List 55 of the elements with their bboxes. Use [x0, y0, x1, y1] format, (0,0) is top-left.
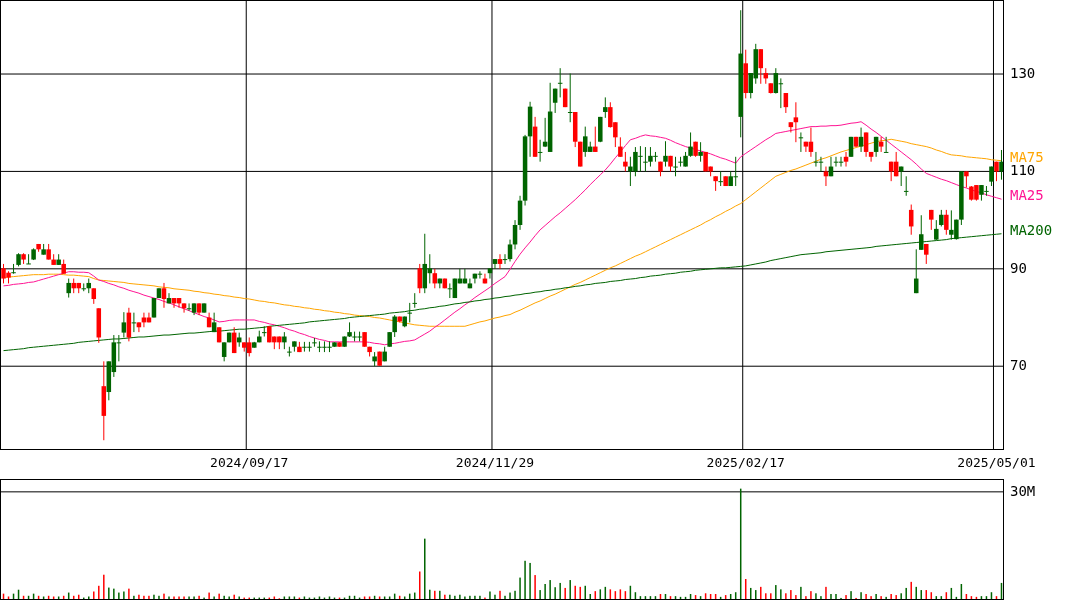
series-label: MA25: [1010, 187, 1044, 204]
line-series: [3, 121, 1002, 346]
x-tick-label: 2024/11/29: [455, 455, 535, 470]
candlestick: [944, 209, 949, 236]
candlestick: [136, 321, 142, 333]
candlestick: [427, 253, 433, 284]
candlestick: [718, 170, 723, 187]
candlestick: [688, 131, 693, 158]
candlestick: [121, 311, 127, 338]
candlestick: [221, 341, 227, 362]
candlestick: [262, 325, 267, 338]
candlestick: [161, 282, 167, 309]
candlestick: [999, 149, 1003, 181]
candlestick: [868, 151, 874, 163]
candlestick: [618, 136, 623, 158]
candlestick: [788, 121, 794, 133]
candlestick: [643, 146, 648, 172]
candlestick: [793, 101, 799, 143]
candlestick: [11, 263, 16, 275]
candlestick: [878, 136, 884, 153]
candlestick: [858, 127, 864, 153]
y-tick-label: 110: [1010, 162, 1036, 179]
candlestick: [412, 292, 417, 309]
series-label: MA200: [1010, 221, 1053, 238]
candlestick: [863, 131, 869, 158]
candlestick: [843, 151, 849, 168]
candlestick: [593, 126, 598, 153]
candlestick: [246, 336, 252, 357]
candlestick: [803, 141, 809, 153]
x-tick-label: 2025/05/01: [957, 455, 1036, 470]
y-tick-label: 130: [1010, 65, 1036, 82]
candlestick: [603, 96, 608, 119]
series-label: MA75: [1010, 148, 1044, 165]
candlestick: [181, 302, 187, 314]
y-tick-label: 90: [1010, 259, 1027, 276]
candlestick: [497, 253, 503, 270]
candlestick: [211, 312, 217, 333]
candlestick: [623, 151, 628, 172]
candlestick: [663, 140, 668, 168]
candlestick: [487, 267, 493, 280]
y-tick-label: 30M: [1010, 482, 1036, 499]
candlestick: [26, 253, 31, 265]
candlestick: [417, 263, 423, 294]
candlestick: [492, 258, 498, 270]
candlestick: [823, 166, 829, 187]
x-tick-label: 2025/02/17: [706, 455, 785, 470]
candlestick: [698, 141, 703, 163]
candlestick: [66, 278, 71, 299]
candlestick: [392, 314, 397, 338]
x-tick-label: 2024/09/17: [210, 455, 289, 470]
candlestick: [507, 239, 513, 263]
candlestick: [673, 156, 678, 177]
y-tick-label: 70: [1010, 357, 1027, 374]
candlestick: [407, 302, 412, 323]
candlestick: [151, 297, 157, 319]
